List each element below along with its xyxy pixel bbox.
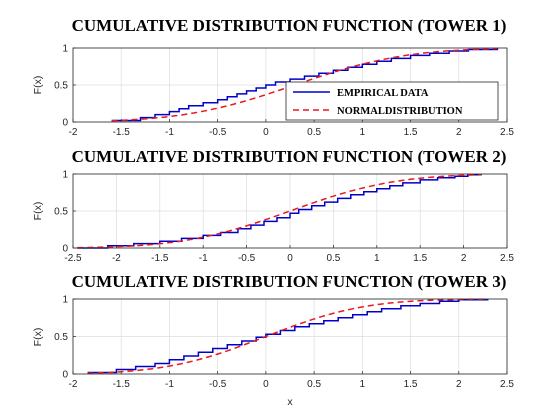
x-tick-label: -2 — [69, 127, 78, 138]
chart-title: CUMULATIVE DISTRIBUTION FUNCTION (TOWER … — [72, 272, 507, 291]
y-tick-label: 0.5 — [54, 207, 68, 218]
plot-frame — [72, 47, 508, 123]
x-tick-label: -1 — [165, 127, 174, 138]
y-tick-label: 0 — [62, 244, 68, 255]
plot-frame — [72, 173, 508, 249]
x-tick-label: 0 — [287, 253, 293, 264]
legend-label-normal: NORMALDISTRIBUTION — [337, 106, 463, 117]
legend-box — [285, 81, 499, 121]
x-tick-label: 0.5 — [307, 127, 321, 138]
x-tick-label: 2.5 — [500, 379, 514, 390]
tick-labels: -2 -1.5 -1 -0.5 0 0.5 1 1.5 2 2.5 0 0.5 1 — [54, 295, 514, 391]
x-tick-label: 0.5 — [307, 379, 321, 390]
x-tick-label: 2.5 — [500, 127, 514, 138]
x-tick-label: 0.5 — [326, 253, 340, 264]
panel-tower-3: CUMULATIVE DISTRIBUTION FUNCTION (TOWER … — [32, 272, 514, 408]
series-normal-cdf — [87, 298, 488, 374]
panel-tower-2: CUMULATIVE DISTRIBUTION FUNCTION (TOWER … — [32, 147, 514, 264]
x-tick-label: 1.5 — [404, 379, 418, 390]
series-empirical-step — [111, 48, 499, 122]
series-empirical-step — [87, 299, 489, 374]
plot-frame — [72, 298, 508, 375]
y-axis-label: F(x) — [32, 202, 44, 221]
x-tick-label: 0 — [263, 127, 269, 138]
legend: EMPIRICAL DATA NORMALDISTRIBUTION — [285, 81, 499, 121]
x-tick-label: -0.5 — [209, 379, 227, 390]
chart-title: CUMULATIVE DISTRIBUTION FUNCTION (TOWER … — [72, 147, 507, 166]
x-tick-label: 2 — [456, 379, 462, 390]
y-tick-label: 0.5 — [54, 332, 68, 343]
x-tick-label: -1 — [199, 253, 208, 264]
legend-label-empirical: EMPIRICAL DATA — [337, 88, 429, 99]
y-tick-label: 1 — [62, 170, 68, 181]
x-tick-label: -1.5 — [113, 127, 131, 138]
x-tick-label: -0.5 — [238, 253, 256, 264]
x-axis-label: x — [287, 396, 293, 408]
tick-labels: -2 -1.5 -1 -0.5 0 0.5 1 1.5 2 2.5 0 0.5 1 — [54, 44, 514, 139]
x-tick-label: 1 — [360, 379, 366, 390]
y-tick-label: 0.5 — [54, 81, 68, 92]
x-tick-label: -1.5 — [113, 379, 131, 390]
x-tick-label: 2 — [461, 253, 467, 264]
y-axis-label: F(x) — [32, 328, 44, 347]
x-tick-label: -2 — [112, 253, 121, 264]
x-tick-label: -2 — [69, 379, 78, 390]
chart-title: CUMULATIVE DISTRIBUTION FUNCTION (TOWER … — [72, 16, 507, 35]
series-normal-cdf — [111, 47, 498, 122]
x-tick-label: -1.5 — [151, 253, 169, 264]
y-tick-label: 0 — [62, 370, 68, 381]
x-tick-label: -2.5 — [64, 253, 82, 264]
x-tick-label: 1 — [360, 127, 366, 138]
x-tick-label: 1.5 — [413, 253, 427, 264]
y-axis-label: F(x) — [32, 76, 44, 95]
panel-tower-1: CUMULATIVE DISTRIBUTION FUNCTION (TOWER … — [32, 16, 514, 138]
y-tick-label: 1 — [62, 295, 68, 306]
x-tick-label: 2 — [456, 127, 462, 138]
x-tick-label: 1 — [374, 253, 380, 264]
series-empirical-step — [77, 173, 482, 249]
tick-labels: -2.5 -2 -1.5 -1 -0.5 0 0.5 1 1.5 2 2.5 0 0.5 1 — [54, 170, 514, 265]
x-tick-label: -0.5 — [209, 127, 227, 138]
y-tick-label: 1 — [62, 44, 68, 55]
series-normal-cdf — [77, 174, 482, 249]
x-tick-label: 2.5 — [500, 253, 514, 264]
x-tick-label: 1.5 — [404, 127, 418, 138]
x-tick-label: -1 — [165, 379, 174, 390]
y-tick-label: 0 — [62, 118, 68, 129]
x-tick-label: 0 — [263, 379, 269, 390]
